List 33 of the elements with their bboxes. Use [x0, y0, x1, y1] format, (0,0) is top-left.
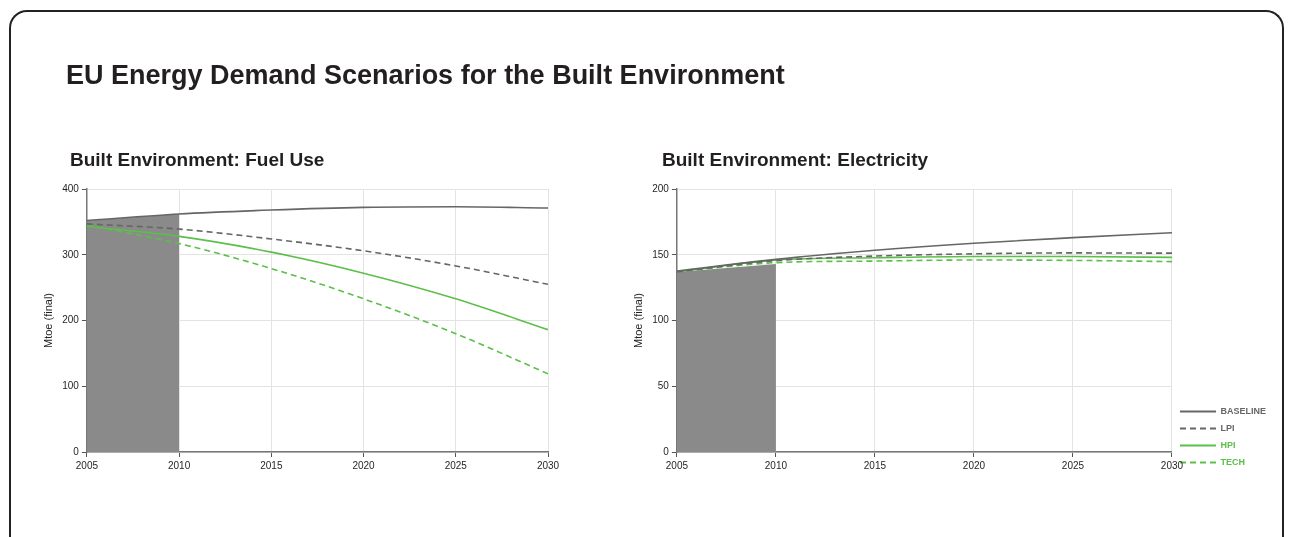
legend-label: TECH	[1220, 456, 1245, 467]
x-tick-label: 2010	[167, 459, 191, 471]
y-axis-title: Mtoe (final)	[631, 292, 644, 349]
legend-label: HPI	[1220, 439, 1236, 450]
x-tick-label: 2005	[665, 459, 689, 471]
x-tick-label: 2025	[444, 459, 468, 471]
x-tick-label: 2015	[863, 459, 887, 471]
x-tick-label: 2020	[352, 459, 376, 471]
y-axis-title: Mtoe (final)	[41, 292, 54, 349]
y-tick-label: 100	[62, 380, 80, 391]
chart-title: Built Environment: Electricity	[662, 149, 929, 171]
x-tick-label: 2010	[764, 459, 788, 471]
line-series	[86, 205, 548, 222]
y-tick-label: 300	[62, 248, 80, 260]
line-series	[86, 223, 548, 286]
y-tick-label: 200	[652, 182, 670, 194]
legend-label: BASELINE	[1220, 405, 1267, 416]
y-tick-label: 400	[62, 182, 80, 194]
y-tick-label: 0	[73, 445, 80, 457]
x-tick-label: 2030	[1160, 459, 1184, 471]
x-tick-label: 2025	[1061, 459, 1085, 471]
y-tick-label: 100	[652, 314, 670, 326]
chart-title: EU Energy Demand Scenarios for the Built Environment	[66, 60, 785, 91]
x-tick-label: 2005	[75, 459, 99, 471]
x-tick-label: 2020	[962, 459, 986, 471]
x-tick-label: 2015	[260, 459, 283, 471]
x-tick-label: 2030	[536, 459, 560, 471]
chart-subtitle: Built Environment: Fuel Use	[70, 149, 325, 171]
y-tick-label: 150	[652, 248, 670, 260]
legend-label: LPI	[1220, 422, 1235, 433]
y-tick-label: 50	[657, 380, 670, 391]
y-tick-label: 0	[663, 445, 670, 457]
y-tick-label: 200	[62, 314, 80, 326]
